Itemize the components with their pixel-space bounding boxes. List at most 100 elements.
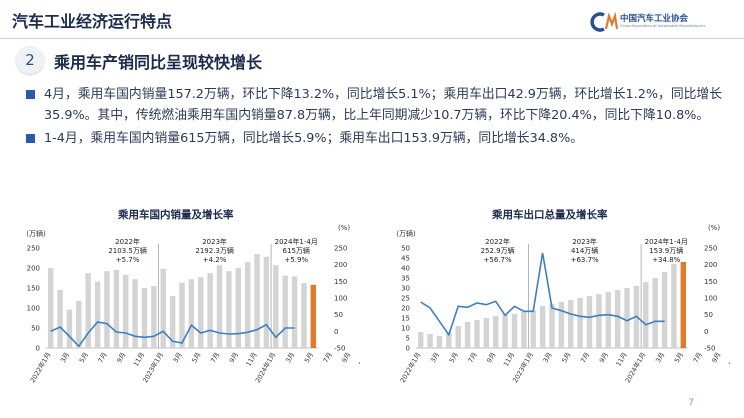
y-tick-label: 5 (406, 335, 410, 343)
x-tick-label: 3月 (654, 351, 666, 364)
y2-tick-label: 150 (704, 278, 717, 286)
section-title: 乘用车产销同比呈现较快增长 (54, 53, 263, 72)
bar-highlight (310, 284, 317, 348)
bar (586, 296, 593, 348)
bar (179, 282, 185, 348)
bar (493, 316, 499, 348)
bar (263, 256, 270, 348)
x-tick-label: 2022年1月 (28, 351, 53, 385)
y2-tick-label: 0 (334, 328, 338, 336)
bar (521, 312, 527, 348)
y2-tick-label: 0 (704, 328, 708, 336)
bar (417, 332, 424, 348)
bar (530, 310, 536, 348)
y-tick-label: 0 (36, 345, 40, 353)
bar (624, 288, 630, 348)
bar (141, 288, 148, 348)
export-sales-chart: (万辆) (%) 0 5 10 15 20 25 30 35 40 45 50 -50 0 50 100 150 2… (396, 224, 730, 385)
bar (254, 254, 260, 348)
annotation-growth: +5.9% (284, 256, 308, 264)
x-tick-label: 11月 (614, 351, 628, 368)
header-divider (0, 38, 744, 39)
y2-tick-label: 150 (334, 278, 347, 286)
x-tick-label: 3月 (171, 351, 183, 364)
annotation-year: 2024年1-4月 (275, 237, 318, 246)
bar (652, 278, 658, 348)
growth-line (50, 321, 295, 348)
y-tick-label: 15 (401, 315, 410, 323)
page-header: 汽车工业经济运行特点 中国汽车工业协会 China Association of… (0, 0, 744, 40)
bar (132, 279, 138, 348)
x-tick-label: 7月 (466, 351, 478, 364)
y-tick-label: 50 (31, 325, 40, 333)
bullet-list: 4月，乘用车国内销量157.2万辆，环比下降13.2%，同比增长5.1%；乘用车… (24, 84, 724, 151)
x-tick-label: 9月 (340, 351, 352, 364)
x-tick-label: 9月 (485, 351, 497, 364)
bar (427, 334, 433, 348)
bar (568, 300, 574, 348)
y-tick-label: 30 (401, 285, 410, 293)
y-tick-label: 10 (401, 325, 410, 333)
bullet-square-icon (26, 90, 35, 99)
bar (94, 281, 101, 348)
bar (558, 302, 565, 348)
caam-logo: 中国汽车工业协会 China Association of Automobile… (590, 10, 730, 36)
bar (291, 276, 298, 348)
y2-axis-unit: (%) (708, 224, 720, 232)
annotation-value: 2192.3万辆 (195, 246, 234, 255)
page-title: 汽车工业经济运行特点 (12, 12, 173, 31)
annotation-growth: +4.2% (203, 256, 227, 264)
y-tick-label: 250 (27, 245, 40, 253)
bar (464, 322, 471, 348)
x-tick-label: 3月 (59, 351, 71, 364)
annotation-year: 2023年 (572, 237, 597, 246)
x-tick-label: 2022年1月 (398, 351, 423, 385)
y-tick-label: 150 (27, 285, 40, 293)
bar (104, 271, 110, 348)
x-tick-label: 11月 (132, 351, 146, 368)
bar (483, 318, 490, 348)
bar (671, 264, 677, 348)
y-axis-unit: (万辆) (396, 229, 416, 238)
bar (614, 290, 621, 348)
bullet-text: 4月，乘用车国内销量157.2万辆，环比下降13.2%，同比增长5.1%；乘用车… (44, 87, 723, 123)
x-tick-label: 5月 (78, 351, 90, 364)
x-tick-label: 3月 (284, 351, 296, 364)
bar (169, 296, 176, 348)
x-tick-label: 5月 (448, 351, 460, 364)
annotation-growth: +5.7% (116, 256, 140, 264)
bar (539, 306, 546, 348)
logo-subtext: China Association of Automobile Manufact… (620, 24, 706, 28)
annotation-growth: +34.8% (652, 256, 680, 264)
section-heading: 2 乘用车产销同比呈现较快增长 (16, 46, 316, 74)
bar (436, 336, 443, 348)
y-tick-label: 45 (401, 255, 410, 263)
bar (605, 292, 611, 348)
bullet-item: 1-4月，乘用车国内销量615万辆，同比增长5.9%；乘用车出口153.9万辆，… (24, 128, 724, 149)
section-number: 2 (16, 46, 44, 74)
bar (188, 279, 195, 348)
x-tick-label: 5月 (560, 351, 572, 364)
y-tick-label: 40 (401, 265, 410, 273)
bar (301, 283, 307, 348)
x-tick-label: 7月 (692, 351, 704, 364)
bar (577, 298, 583, 348)
x-tick-label: 5月 (190, 351, 202, 364)
x-tick-label: 11月 (727, 351, 730, 368)
annotation-value: 153.9万辆 (649, 246, 683, 255)
bar (511, 314, 518, 348)
x-tick-label: 5月 (673, 351, 685, 364)
annotation-value: 2103.5万辆 (108, 246, 147, 255)
bar (123, 274, 129, 348)
x-tick-label: 7月 (322, 351, 334, 364)
annotation-year: 2023年 (202, 237, 227, 246)
y-axis-unit: (万辆) (26, 229, 46, 238)
annotation-year: 2022年 (485, 237, 510, 246)
x-tick-label: 9月 (710, 351, 722, 364)
bar (596, 294, 602, 348)
y2-tick-label: 200 (704, 261, 717, 269)
bar (76, 300, 82, 348)
bar (57, 290, 63, 348)
bar (207, 273, 213, 348)
y2-tick-label: 250 (334, 245, 347, 253)
